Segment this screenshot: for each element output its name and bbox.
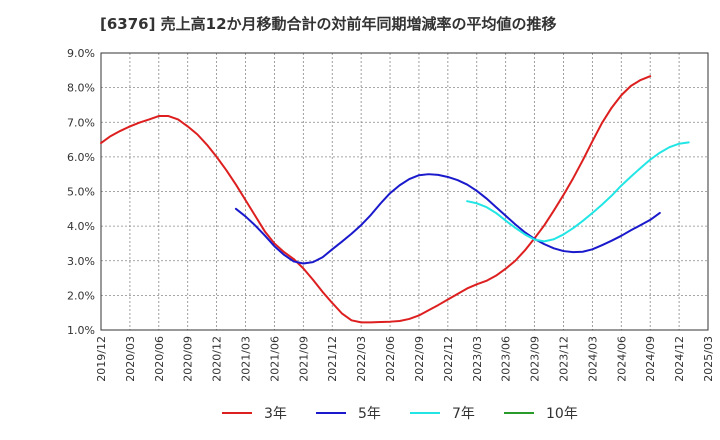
x-tick-label: 2022/06 — [384, 336, 397, 382]
chart-title: [6376] 売上高12か月移動合計の対前年同期増減率の平均値の推移 — [100, 15, 557, 33]
x-tick-label: 2024/06 — [615, 336, 628, 382]
x-tick-label: 2022/03 — [355, 336, 368, 382]
x-tick-label: 2022/09 — [413, 336, 426, 382]
x-tick-label: 2023/06 — [500, 336, 513, 382]
plot-frame — [100, 52, 709, 331]
x-tick-label: 2020/03 — [124, 336, 137, 382]
y-tick-label: 2.0% — [67, 289, 95, 302]
x-tick-label: 2022/12 — [442, 336, 455, 382]
x-tick-label: 2024/03 — [586, 336, 599, 382]
x-tick-label: 2020/12 — [211, 336, 224, 382]
x-tick-label: 2021/12 — [326, 336, 339, 382]
y-tick-label: 3.0% — [67, 255, 95, 268]
legend-label-4: 10年 — [546, 406, 578, 422]
x-tick-label: 2023/03 — [471, 336, 484, 382]
x-tick-label: 2024/12 — [673, 336, 686, 382]
series-lines — [100, 75, 690, 324]
y-tick-label: 9.0% — [67, 47, 95, 60]
x-tick-label: 2024/09 — [644, 336, 657, 382]
legend-label-2: 5年 — [358, 406, 381, 422]
x-axis-ticks: 2019/12 2020/03 2020/06 2020/09 2020/12 2021/… — [95, 336, 715, 382]
x-tick-label: 2021/03 — [240, 336, 253, 382]
x-tick-label: 2025/03 — [702, 336, 715, 382]
y-tick-label: 6.0% — [67, 151, 95, 164]
x-tick-label: 2020/09 — [182, 336, 195, 382]
x-tick-label: 2023/12 — [557, 336, 570, 382]
x-tick-label: 2021/09 — [297, 336, 310, 382]
y-tick-label: 7.0% — [67, 116, 95, 129]
y-axis-ticks: 9.0% 8.0% 7.0% 6.0% 5.0% 4.0% 3.0% 2.0% 1.0% — [67, 47, 95, 337]
x-tick-label: 2019/12 — [95, 336, 108, 382]
legend-label-3: 7年 — [452, 406, 475, 422]
y-tick-label: 8.0% — [67, 82, 95, 95]
series-line-2 — [234, 173, 661, 265]
x-tick-label: 2021/06 — [268, 336, 281, 382]
y-tick-label: 5.0% — [67, 186, 95, 199]
x-tick-label: 2020/06 — [153, 336, 166, 382]
grid-lines — [101, 53, 708, 330]
series-line-3 — [466, 141, 690, 243]
y-tick-label: 1.0% — [67, 324, 95, 337]
legend: 3年 5年 7年 10年 — [222, 406, 578, 422]
series-line-1 — [100, 75, 652, 324]
legend-label-1: 3年 — [264, 406, 287, 422]
x-tick-label: 2023/09 — [529, 336, 542, 382]
y-tick-label: 4.0% — [67, 220, 95, 233]
